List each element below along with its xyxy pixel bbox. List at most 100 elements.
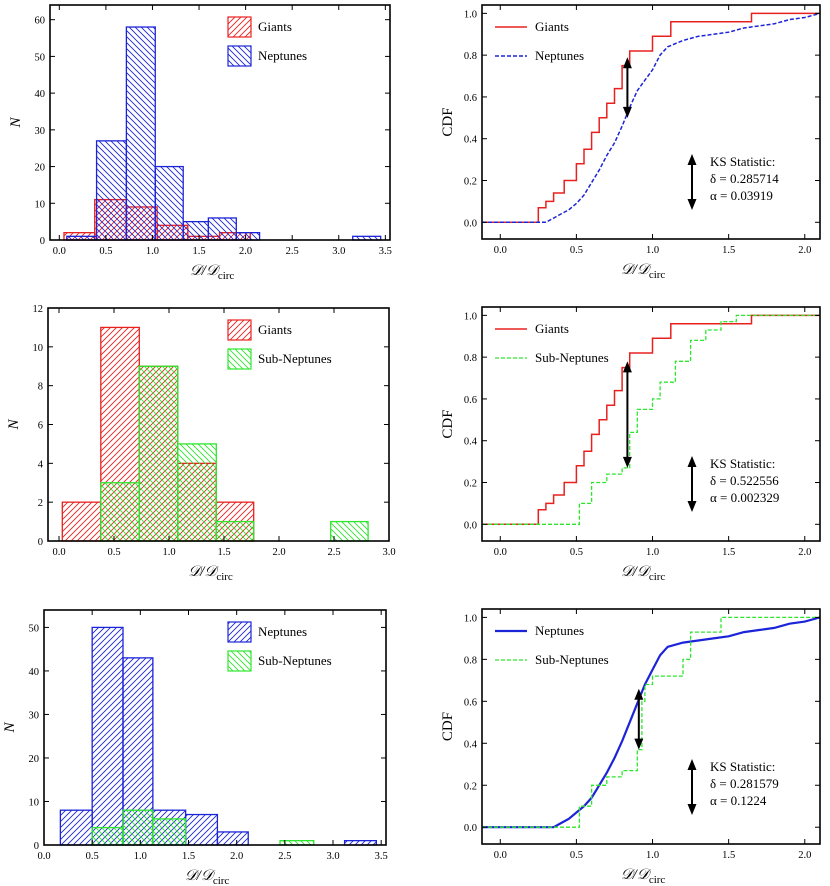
ks-delta: δ = 0.522556 [710,473,779,488]
y-tick-label: 12 [33,304,44,315]
histogram-bar [91,826,124,846]
legend-label: Giants [535,321,569,336]
y-tick-label: 0.2 [464,177,477,188]
y-tick-label: 0.0 [464,218,477,229]
legend: Giants Sub-Neptunes [227,319,332,370]
y-tick-label: 0.4 [464,437,478,448]
cdf-line-giants [482,12,820,224]
plot-frame [43,609,387,846]
y-axis-label: CDF [440,712,456,741]
x-tick-label: 0.5 [107,547,120,558]
legend-label: Giants [535,19,569,34]
legend: Neptunes Sub-Neptunes [227,621,332,672]
y-tick-label: 8 [38,382,43,393]
y-tick-label: 30 [29,710,40,721]
x-tick-label: 0.0 [53,246,66,257]
cdf-line-neptunes [482,616,820,829]
x-tick-label: 0.0 [494,547,507,558]
histogram-bar [216,831,249,846]
y-tick-label: 0 [34,841,39,852]
x-axis-label-main: 𝒟/𝒟 [185,868,216,884]
y-tick-label: 30 [35,126,46,137]
histogram-bar [138,365,179,542]
ks-delta: δ = 0.281579 [710,776,779,791]
x-axis-label: 𝒟/𝒟circ [188,564,233,583]
y-tick-label: 50 [29,623,40,634]
x-axis-label-subscript: circ [649,571,666,583]
y-tick-label: 0.2 [464,781,477,792]
x-tick-label: 1.0 [646,245,659,256]
y-tick-label: 10 [35,199,46,210]
ks-title: KS Statistic: [710,154,775,169]
y-axis-label: N [6,419,22,431]
y-tick-label: 10 [29,797,40,808]
legend-label: Neptunes [535,48,584,63]
ks-delta: δ = 0.285714 [710,171,779,186]
x-axis-label-main: 𝒟/𝒟 [621,564,652,580]
x-tick-label: 2.5 [278,851,291,862]
legend: Giants Neptunes [495,19,584,63]
x-axis-label-subscript: circ [218,270,235,282]
y-tick-label: 1.0 [464,9,477,20]
x-tick-label: 1.5 [217,547,230,558]
y-tick-label: 40 [29,667,40,678]
x-axis-label-main: 𝒟/𝒟 [188,564,219,580]
legend-swatch [227,319,252,341]
x-tick-label: 1.0 [146,246,159,257]
y-tick-label: 0.0 [464,823,477,834]
x-tick-label: 1.5 [192,246,205,257]
y-tick-label: 20 [35,163,46,174]
x-tick-label: 0.5 [570,547,583,558]
y-tick-label: 0.4 [464,739,478,750]
y-tick-label: 1.0 [464,613,477,624]
y-tick-label: 6 [38,421,43,432]
x-tick-label: 1.5 [722,547,735,558]
x-tick-label: 2.0 [798,850,811,861]
y-tick-label: 60 [35,16,46,27]
y-tick-label: 20 [29,754,40,765]
legend-swatch [227,16,252,38]
histogram-bar [207,217,237,241]
x-tick-label: 2.0 [798,547,811,558]
x-tick-label: 2.5 [286,246,299,257]
x-tick-label: 0.5 [570,850,583,861]
panel-hist-giants-neptunes: 0.0 0.5 1.0 1.5 2.0 2.5 3.0 3.5 0 10 20 30 40 50 60 𝒟/𝒟… [8,4,392,282]
ks-title: KS Statistic: [710,456,775,471]
x-axis-label: 𝒟/𝒟circ [621,867,666,886]
ks-stat-arrow-icon [687,456,697,512]
y-tick-label: 0 [40,236,45,247]
y-tick-label: 2 [38,498,43,509]
x-tick-label: 0.5 [86,851,99,862]
legend-label: Neptunes [258,624,307,639]
ks-title: KS Statistic: [710,759,775,774]
ks-distance-arrow [622,57,632,118]
legend: Giants Neptunes [227,16,307,67]
x-tick-label: 3.0 [326,851,339,862]
y-axis-label: CDF [440,409,456,438]
y-tick-label: 4 [38,459,44,470]
plot-frame [49,4,391,241]
y-tick-label: 0.0 [464,520,477,531]
legend-label: Sub-Neptunes [258,653,332,668]
y-tick-label: 0.4 [464,135,478,146]
histogram-bar [154,165,184,241]
x-tick-label: 0.5 [99,246,112,257]
histogram-bar [215,520,255,542]
panel-hist-giants-subneptunes: 0.0 0.5 1.0 1.5 2.0 2.5 3.0 0 2 4 6 8 10 12 𝒟/𝒟circ N Gi… [6,304,396,583]
histogram-bar [152,818,187,846]
x-axis-label-main: 𝒟/𝒟 [621,867,652,883]
legend-label: Neptunes [258,48,307,63]
histogram-bar [125,26,156,241]
histogram-bar [95,140,128,241]
plot-frame [481,608,821,845]
x-tick-label: 0.0 [37,851,50,862]
y-tick-label: 0.8 [464,51,477,62]
ks-alpha: α = 0.1224 [710,793,767,808]
y-tick-label: 40 [35,89,46,100]
x-axis-label-subscript: circ [216,571,233,583]
x-tick-label: 1.0 [134,851,147,862]
x-tick-label: 1.5 [182,851,195,862]
panel-hist-neptunes-subneptunes: 0.0 0.5 1.0 1.5 2.0 2.5 3.0 3.5 0 10 20 30 40 50 𝒟/𝒟ci… [2,609,388,886]
panel-cdf-giants-neptunes: KS Statistic: δ = 0.285714 α = 0.03919 0.0 0… [440,4,821,281]
legend-label: Giants [258,322,292,337]
